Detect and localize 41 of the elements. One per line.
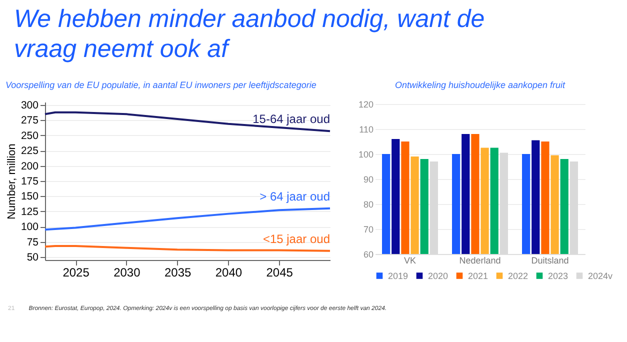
y-tick-label: 275	[20, 114, 39, 127]
legend-label: 2023	[548, 270, 568, 281]
y-tick-label: 225	[20, 145, 39, 158]
legend-label: 2020	[428, 270, 448, 281]
line-series	[44, 207, 331, 231]
series-label: <15 jaar oud	[262, 232, 330, 246]
y-tick-label: 150	[20, 190, 39, 203]
y-tick-label: 175	[20, 176, 39, 188]
y-tick-label: 60	[363, 250, 374, 260]
x-tick-label: 2025	[62, 266, 90, 280]
legend-label: 2019	[388, 270, 408, 281]
y-tick-label: 100	[358, 150, 374, 160]
y-tick-label: 125	[20, 206, 39, 218]
y-axis-title: Number, million	[6, 144, 18, 220]
y-tick-label: 110	[359, 124, 374, 134]
chart-title: We hebben minder aanbod nodig, want de vraag neemt ook af	[14, 4, 486, 64]
x-tick-label: Duitsland	[531, 256, 569, 266]
legend-label: 2022	[508, 270, 528, 281]
y-tick-label: 120	[358, 100, 374, 110]
chart-title: Ontwikkeling huishoudelijke aankopen fruit	[394, 80, 566, 90]
x-tick-label: 2035	[164, 266, 192, 280]
chart-subtitle: Voorspelling van de EU populatie, in aantal EU inwoners per leeftijdscategorie	[5, 80, 316, 90]
y-tick-label: 100	[20, 221, 39, 234]
y-tick-label: 80	[363, 200, 374, 210]
series-label: > 64 jaar oud	[260, 189, 330, 204]
y-tick-label: 90	[363, 174, 374, 184]
series-label: 15-64 jaar oud	[252, 112, 330, 126]
legend-label: 2021	[468, 270, 488, 281]
x-tick-label: 2040	[215, 266, 242, 280]
y-tick-label: 75	[26, 236, 39, 248]
legend-label: 2024v	[588, 270, 614, 281]
y-tick-label: 300	[20, 100, 39, 112]
y-tick-label: 70	[363, 224, 374, 234]
x-tick-label: 2030	[114, 266, 141, 280]
y-tick-label: 50	[26, 251, 39, 264]
x-tick-label: VK	[404, 256, 416, 266]
y-tick-label: 250	[20, 130, 39, 142]
x-tick-label: Nederland	[459, 256, 501, 266]
line-series	[44, 111, 331, 132]
x-tick-label: 2045	[266, 266, 294, 280]
y-tick-label: 200	[20, 160, 39, 172]
